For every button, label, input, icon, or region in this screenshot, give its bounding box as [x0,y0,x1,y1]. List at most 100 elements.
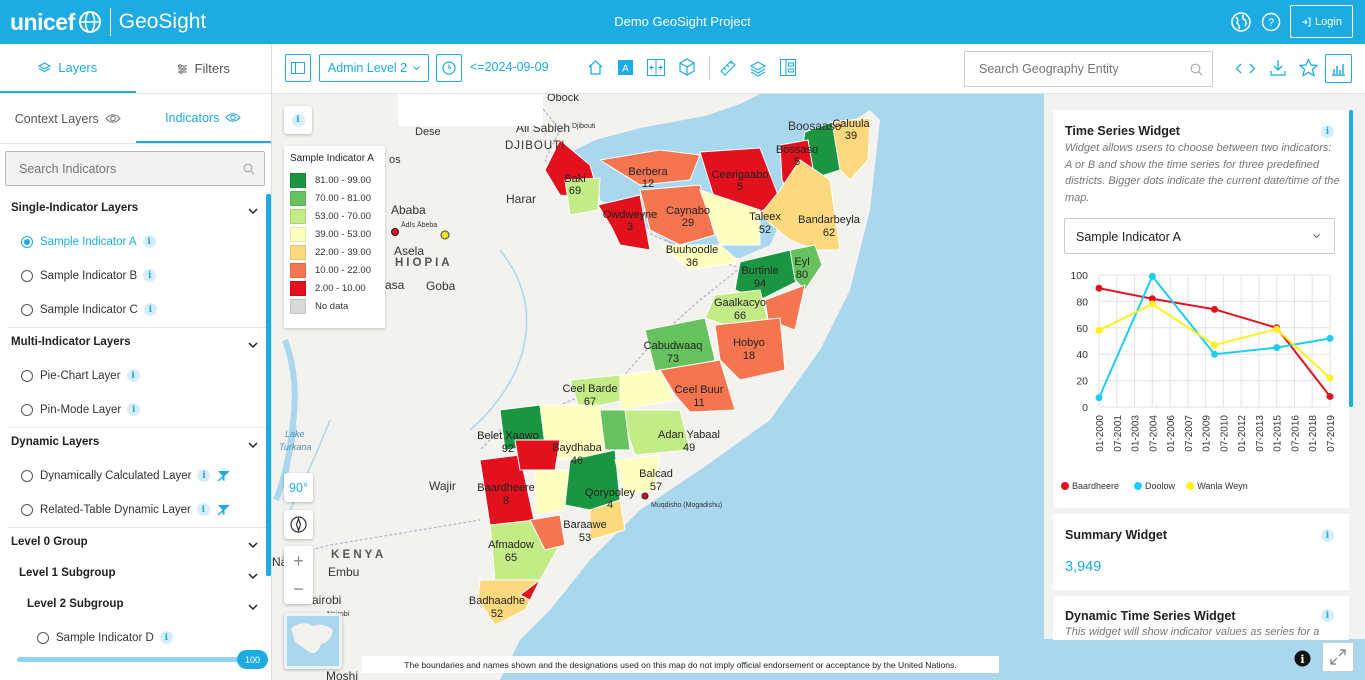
chevron-down-icon[interactable] [248,207,258,215]
legend-label: 10.00 - 22.00 [315,264,371,276]
widget-scrollbar[interactable] [1349,110,1353,407]
district-value: 5 [794,156,800,168]
info-circle-icon[interactable]: i [1294,650,1311,667]
radio[interactable] [21,469,33,482]
filter-off-icon[interactable] [217,470,230,482]
layer-item-pin-mode[interactable]: Pin-Mode Layer i [21,403,141,416]
chevron-down-icon[interactable] [248,541,258,549]
info-icon[interactable]: i [1321,529,1334,542]
download-icon[interactable] [1269,59,1287,77]
widget-title: Time Series Widget [1065,124,1180,138]
indicator-select[interactable]: Sample Indicator A [1064,218,1335,254]
radio-selected[interactable] [21,235,33,248]
group-level-1[interactable]: Level 1 Subgroup [19,567,116,579]
chevron-down-icon[interactable] [248,341,258,349]
time-series-chart[interactable]: 0 20 40 60 80 100 01-2000 07-2001 01-2003 07-2004… [1053,260,1349,500]
admin-level-select[interactable]: Admin Level 2 [319,54,429,82]
chevron-down-icon[interactable] [248,603,258,611]
info-icon[interactable]: i [126,369,140,382]
legend-swatch [290,298,306,314]
legend-label: 70.00 - 81.00 [315,192,371,204]
radio[interactable] [21,503,33,516]
label-toggle-icon[interactable]: A [618,60,633,75]
zoom-in-button[interactable]: + [293,551,304,571]
district-value: 53 [579,532,591,544]
3d-cube-icon[interactable] [678,58,696,76]
date-picker-button[interactable] [436,54,462,82]
chart-legend-label: Baardheere [1072,481,1119,491]
group-dynamic[interactable]: Dynamic Layers [11,436,100,448]
transparency-slider-handle[interactable]: 100 [237,650,268,669]
legend-swatch [290,244,306,260]
radio[interactable] [21,303,33,316]
tab-context-layers[interactable]: Context Layers [0,94,136,143]
info-icon[interactable]: i [127,403,141,416]
district-value: 66 [734,310,746,322]
visibility-eye-icon[interactable] [105,113,121,124]
measure-ruler-icon[interactable] [719,59,737,77]
radio[interactable] [21,403,33,416]
district-value: 8 [503,495,509,507]
login-button[interactable]: Login [1290,5,1353,38]
previous-arrow-icon[interactable] [1235,63,1243,74]
group-multi-indicator[interactable]: Multi-Indicator Layers [11,336,131,348]
radio[interactable] [21,269,33,282]
layer-item-sample-a[interactable]: Sample Indicator A i [21,235,156,248]
group-level-0[interactable]: Level 0 Group [11,536,88,548]
date-filter-value[interactable]: <=2024-09-09 [470,60,549,74]
layer-item-dynamic-calculated[interactable]: Dynamically Calculated Layer i [21,469,230,482]
help-icon[interactable]: ? [1261,12,1281,32]
info-icon[interactable]: i [1321,609,1334,622]
district-name: Ceel Barde [562,383,617,395]
language-globe-icon[interactable] [1231,12,1251,32]
filter-off-icon[interactable] [217,504,230,516]
visibility-eye-icon[interactable] [225,112,242,123]
basemap-switcher[interactable] [284,613,342,669]
embed-icon[interactable] [780,59,796,76]
info-icon[interactable]: i [143,303,157,316]
layer-item-sample-c[interactable]: Sample Indicator C i [21,303,157,316]
fullscreen-button[interactable] [1322,642,1354,672]
tab-indicators[interactable]: Indicators [135,94,271,143]
info-icon[interactable]: i [143,269,157,282]
tab-layers[interactable]: Layers [0,44,136,93]
info-icon[interactable]: i [159,631,173,644]
layer-item-sample-d[interactable]: Sample Indicator D i [37,631,173,644]
legend-rows: 81.00 - 99.00 70.00 - 81.00 53.00 - 70.00 3… [290,171,379,315]
layer-item-sample-b[interactable]: Sample Indicator B i [21,269,157,282]
info-icon[interactable]: i [196,503,210,516]
info-icon[interactable]: i [197,469,211,482]
info-icon[interactable]: i [142,235,156,248]
tab-filters[interactable]: Filters [136,44,272,93]
map-info-button[interactable]: i [284,106,312,134]
brand-logo[interactable]: unicef GeoSight [10,7,206,37]
map-legend: Sample Indicator A 81.00 - 99.00 70.00 - … [284,146,385,328]
login-label: Login [1315,15,1342,28]
bookmark-star-icon[interactable] [1299,58,1318,77]
radio[interactable] [37,631,49,644]
layer-item-related-table[interactable]: Related-Table Dynamic Layer i [21,503,230,516]
home-icon[interactable] [587,59,604,76]
geography-search-input[interactable] [965,52,1165,86]
indicator-search-input[interactable] [6,152,226,185]
toggle-panel-button[interactable] [285,54,311,82]
radio[interactable] [21,369,33,382]
y-tick-label: 0 [1082,402,1088,414]
bearing-button[interactable]: 90° [284,473,313,502]
transparency-slider[interactable] [17,657,249,662]
district-value: 52 [759,224,771,236]
zonal-analysis-icon[interactable] [749,59,767,77]
app-name: GeoSight [118,10,207,33]
zoom-out-button[interactable]: − [293,579,304,599]
left-scrollbar[interactable] [266,194,271,576]
compare-icon[interactable] [647,59,665,76]
next-arrow-icon[interactable] [1248,63,1256,74]
compass-button[interactable] [284,510,313,539]
layer-item-pie-chart[interactable]: Pie-Chart Layer i [21,369,140,382]
toggle-widgets-button[interactable] [1325,54,1352,83]
group-level-2[interactable]: Level 2 Subgroup [27,598,124,610]
chevron-down-icon[interactable] [248,572,258,580]
info-icon[interactable]: i [1321,125,1334,138]
group-single-indicator[interactable]: Single-Indicator Layers [11,202,139,214]
chevron-down-icon[interactable] [248,441,258,449]
